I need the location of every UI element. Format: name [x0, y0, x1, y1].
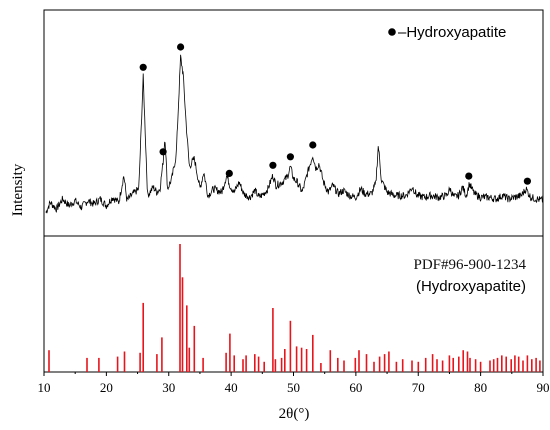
x-tick-label-60: 60 — [349, 380, 362, 395]
x-tick-label-90: 90 — [537, 380, 550, 395]
reference-phase-label: (Hydroxyapatite) — [416, 278, 526, 295]
reference-sticks — [48, 244, 541, 372]
x-tick-label-50: 50 — [287, 380, 300, 395]
x-tick-label-30: 30 — [162, 380, 175, 395]
hydroxyapatite-peak-marker-6 — [309, 141, 317, 149]
hydroxyapatite-peak-marker-4 — [269, 161, 277, 169]
x-tick-label-70: 70 — [412, 380, 425, 395]
x-tick-label-10: 10 — [38, 380, 51, 395]
hydroxyapatite-peak-marker-3 — [225, 169, 233, 177]
x-axis-label: 2θ(°) — [279, 406, 310, 422]
hydroxyapatite-peak-marker-0 — [139, 63, 147, 71]
x-tick-label-20: 20 — [100, 380, 113, 395]
x-axis-ticks: 10 20 30 40 50 60 70 80 90 — [38, 372, 550, 395]
hydroxyapatite-peak-marker-2 — [177, 43, 185, 51]
reference-card-label: PDF#96-900-1234 — [413, 257, 526, 273]
hydroxyapatite-peak-marker-5 — [286, 153, 294, 161]
legend-label: –Hydroxyapatite — [398, 24, 506, 41]
xrd-pattern-group — [45, 54, 544, 214]
y-axis-label: Intensity — [10, 163, 26, 216]
hydroxyapatite-peak-marker-8 — [523, 177, 532, 185]
hydroxyapatite-peak-marker-1 — [159, 148, 167, 156]
peak-markers — [139, 43, 532, 185]
xrd-pattern-line — [45, 54, 544, 214]
hydroxyapatite-peak-marker-7 — [465, 172, 473, 180]
x-tick-label-80: 80 — [474, 380, 487, 395]
x-tick-label-40: 40 — [225, 380, 238, 395]
legend-marker — [388, 28, 396, 36]
